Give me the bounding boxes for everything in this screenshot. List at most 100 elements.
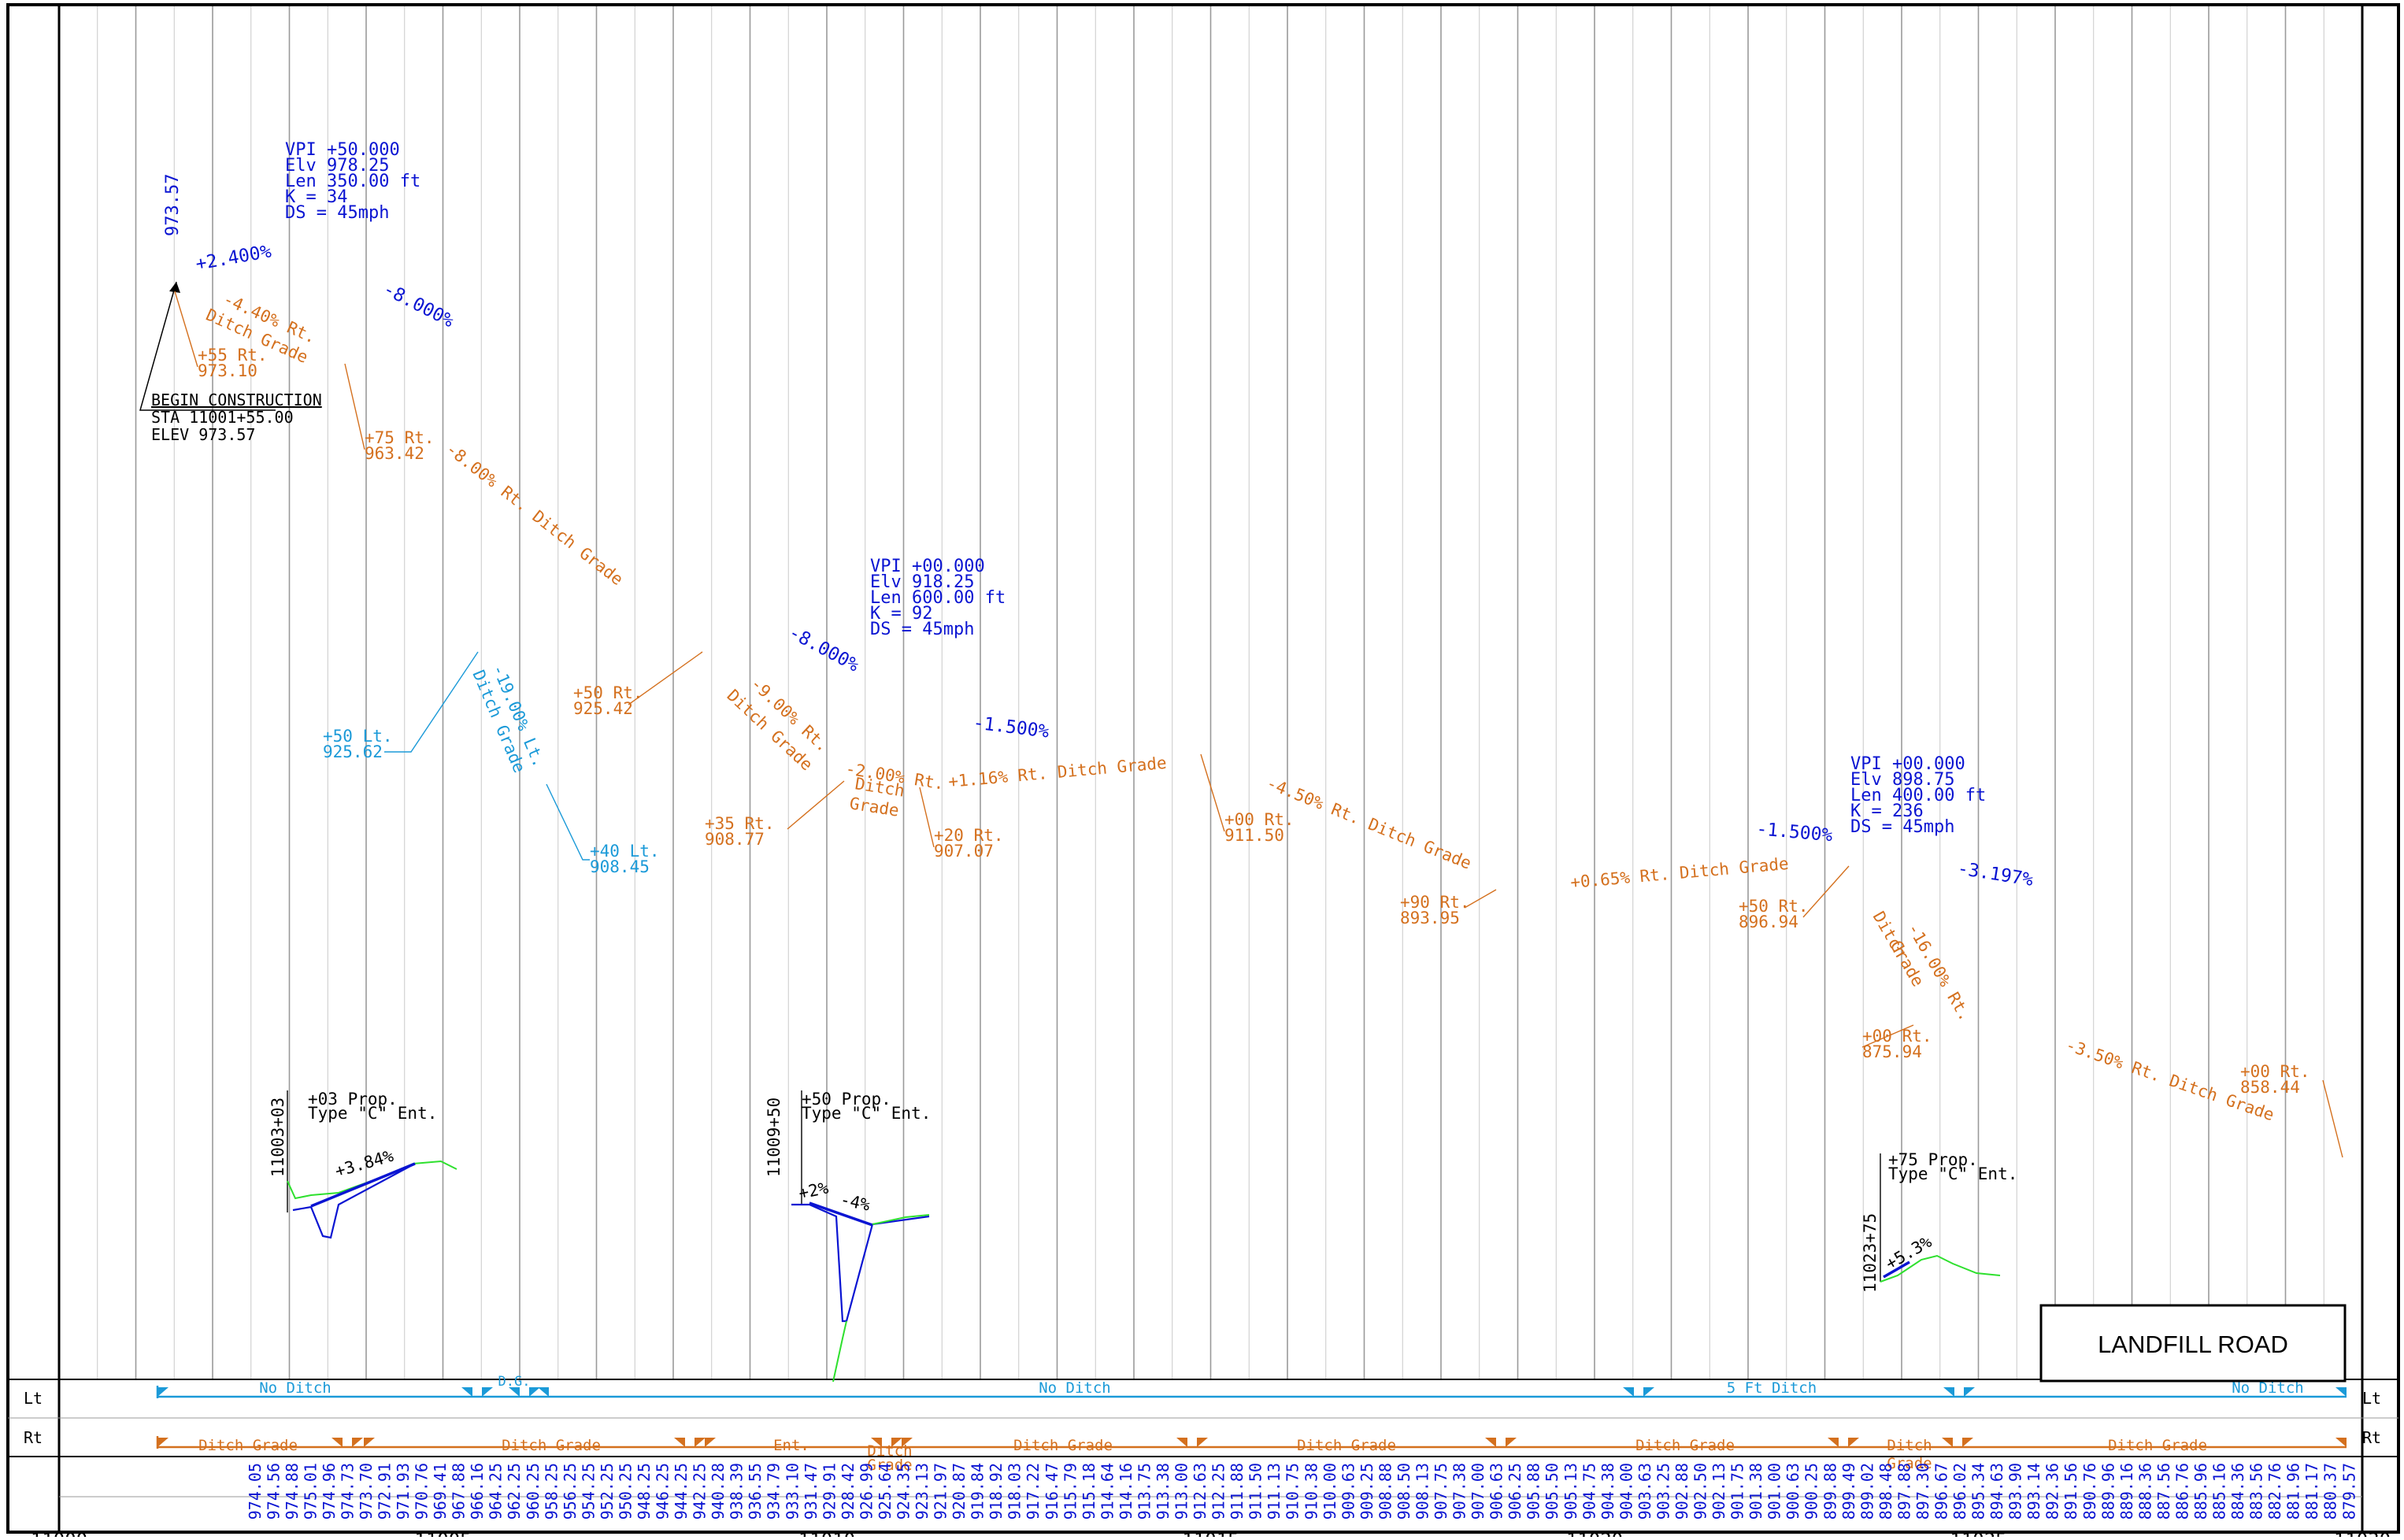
bottom-elev-label: 916.47: [1043, 1463, 1061, 1520]
bottom-elev-label: 934.79: [765, 1463, 783, 1520]
bottom-elev-label: 910.00: [1321, 1463, 1339, 1520]
bottom-elev-label: 919.84: [969, 1463, 987, 1520]
bottom-elev-label: 902.13: [1709, 1463, 1728, 1520]
bottom-elev-label: 972.91: [375, 1463, 394, 1520]
entrance-3-drive: [1883, 1261, 1910, 1279]
band-rt-seg: Ditch Grade: [1297, 1437, 1396, 1454]
bottom-elev-label: 911.88: [1228, 1463, 1246, 1520]
bottom-elev-label: 970.76: [413, 1463, 432, 1520]
rt-point-leader: [1861, 1024, 1914, 1048]
bottom-elev-label: 915.79: [1061, 1463, 1080, 1520]
bottom-elev-label: 909.63: [1339, 1463, 1358, 1520]
rt-ditch-point-label: +00 Rt. 911.50: [1224, 810, 1295, 845]
station-label: 11030: [2334, 1529, 2391, 1537]
band-rt-seg: Grade: [867, 1457, 912, 1474]
bottom-elev-label: 892.36: [2043, 1463, 2062, 1520]
band-lt-seg-2: D.G.: [498, 1374, 531, 1390]
band-flag: [1176, 1438, 1187, 1447]
band-flag: [332, 1438, 343, 1447]
bottom-elev-label: 958.25: [542, 1463, 561, 1520]
entrance-1-prop: [292, 1163, 416, 1239]
bottom-elev-label: 900.25: [1802, 1463, 1821, 1520]
rt-ditch-point-label: +20 Rt. 907.07: [934, 826, 1004, 861]
bottom-elev-label: 974.56: [264, 1463, 283, 1520]
bottom-elev-label: 899.49: [1839, 1463, 1858, 1520]
bottom-elev-label: 964.25: [487, 1463, 506, 1520]
bottom-elev-label: 896.02: [1950, 1463, 1969, 1520]
band-lt-seg-3: No Ditch: [1039, 1379, 1111, 1397]
bottom-elev-label: 966.16: [468, 1463, 487, 1520]
bottom-elev-label: 896.67: [1932, 1463, 1950, 1520]
band-flag: [891, 1438, 902, 1447]
bottom-elev-label: 914.64: [1098, 1463, 1117, 1520]
bottom-elev-label: 918.92: [987, 1463, 1006, 1520]
bottom-elev-label: 924.35: [894, 1463, 913, 1520]
bottom-elev-label: 893.14: [2024, 1463, 2043, 1520]
bottom-elev-label: 907.00: [1469, 1463, 1487, 1520]
bottom-elev-label: 886.76: [2172, 1463, 2191, 1520]
station-label: 11010: [798, 1529, 855, 1537]
band-flag: [509, 1387, 520, 1397]
band-flag: [902, 1438, 913, 1447]
title-box: LANDFILL ROAD: [2039, 1304, 2347, 1383]
band-flag: [1943, 1387, 1954, 1397]
bottom-elev-label: 909.25: [1358, 1463, 1376, 1520]
bottom-elev-label: 960.25: [524, 1463, 543, 1520]
entrance-3-label: +75 Prop. Type "C" Ent.: [1888, 1150, 2017, 1183]
bottom-elev-label: 903.25: [1654, 1463, 1672, 1520]
begin-construction-leader: [139, 281, 276, 411]
bottom-elev-label: 906.25: [1506, 1463, 1524, 1520]
bottom-elev-label: 974.05: [246, 1463, 265, 1520]
bottom-elev-label: 914.16: [1117, 1463, 1135, 1520]
bottom-elev-label: 899.88: [1821, 1463, 1839, 1520]
band-flag: [674, 1438, 685, 1447]
rt-ditch-point-label: +75 Rt. 963.42: [365, 428, 435, 463]
band-rt-right: Rt: [2362, 1428, 2381, 1447]
band-rt-seg: Ent.: [773, 1437, 809, 1454]
bottom-elev-label: 883.56: [2247, 1463, 2266, 1520]
bottom-elev-label: 931.47: [802, 1463, 820, 1520]
band-flag: [2335, 1438, 2347, 1447]
band-flag: [461, 1387, 472, 1397]
bottom-elev-label: 905.88: [1524, 1463, 1543, 1520]
bottom-elev-label: 902.88: [1672, 1463, 1691, 1520]
rt-point-leader: [174, 291, 198, 368]
begin-construction-elev: ELEV 973.57: [151, 425, 255, 444]
bottom-elev-label: 925.64: [876, 1463, 895, 1520]
entrance-3-station: 11023+75: [1861, 1213, 1880, 1293]
band-flag: [529, 1387, 540, 1397]
begin-construction-title: BEGIN CONSTRUCTION: [151, 391, 322, 409]
title-box-frame: [2039, 1304, 2347, 1383]
band-rt-seg: Ditch: [1887, 1437, 1932, 1454]
band-flag: [871, 1438, 882, 1447]
bottom-elevations: 974.05 974.56 974.88 975.01 974.96 974.73 973.…: [246, 1463, 2359, 1520]
bottom-elev-label: 885.96: [2191, 1463, 2210, 1520]
station-label: 11000: [31, 1529, 87, 1537]
bottom-elev-label: 904.38: [1598, 1463, 1617, 1520]
band-lt-seg-5: No Ditch: [2232, 1379, 2304, 1397]
bottom-elev-label: 912.63: [1191, 1463, 1209, 1520]
ditch-bands: Lt Rt Lt Rt No Ditch D.G. No Ditch 5 Ft Ditch No…: [24, 1374, 2381, 1474]
band-flag: [482, 1387, 493, 1397]
entrance-1-station: 11003+03: [269, 1098, 287, 1177]
bottom-elev-label: 895.34: [1969, 1463, 1988, 1520]
bottom-elev-label: 891.56: [2061, 1463, 2080, 1520]
band-flag: [705, 1438, 716, 1447]
bottom-elev-label: 962.25: [505, 1463, 524, 1520]
station-label: 11020: [1566, 1529, 1623, 1537]
bottom-elev-label: 910.75: [1283, 1463, 1302, 1520]
entrance-2-label: +50 Prop. Type "C" Ent.: [802, 1090, 931, 1123]
bottom-elev-label: 881.96: [2284, 1463, 2303, 1520]
bottom-elev-label: 907.38: [1450, 1463, 1469, 1520]
bottom-elev-label: 944.25: [672, 1463, 691, 1520]
begin-construction-arrow: [169, 282, 180, 293]
bottom-elev-label: 929.91: [820, 1463, 839, 1520]
bottom-elev-label: 954.25: [579, 1463, 598, 1520]
band-rt-seg: Ditch Grade: [2108, 1437, 2207, 1454]
bottom-elev-label: 879.57: [2339, 1463, 2358, 1520]
band-rt-seg: Ditch Grade: [198, 1437, 298, 1454]
vpi-label-3: VPI +00.000 Elv 898.75 Len 400.00 ft K = 23…: [1850, 754, 1986, 837]
rt-point-leader: [344, 363, 365, 450]
entrance-2-drive: [809, 1201, 873, 1227]
